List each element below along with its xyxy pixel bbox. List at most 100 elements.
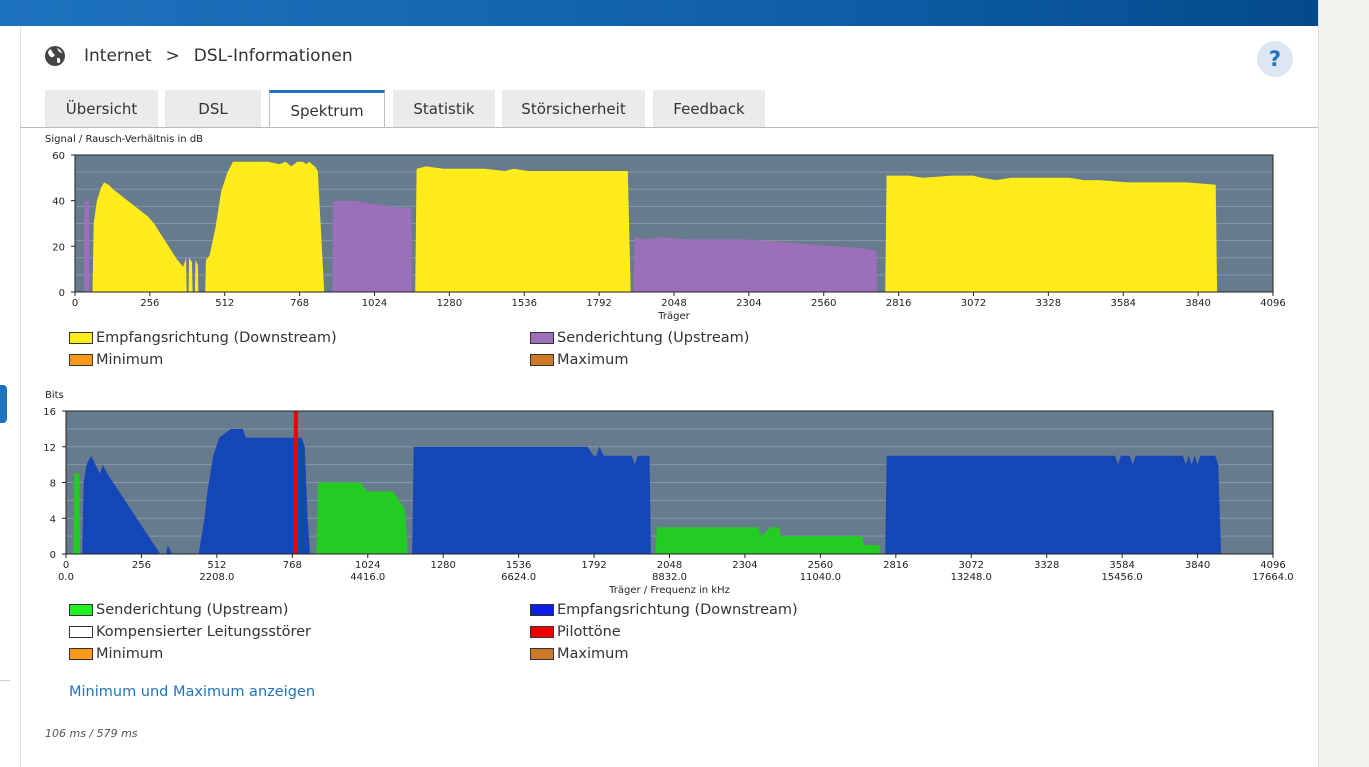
legend-label: Minimum	[96, 352, 164, 368]
timing-text: 106 ms / 579 ms	[45, 727, 138, 740]
legend-bits-compensated: Kompensierter Leitungsstörer	[69, 624, 311, 640]
series-area	[655, 527, 881, 554]
breadcrumb: Internet > DSL-Informationen	[44, 45, 353, 67]
tab-uebersicht[interactable]: Übersicht	[45, 90, 158, 127]
x-tick-label: 1536	[506, 560, 531, 571]
sidebar-active-marker[interactable]	[0, 385, 7, 423]
x-tick-label: 0	[63, 560, 69, 571]
breadcrumb-internet[interactable]: Internet	[84, 46, 152, 66]
x-tick-label: 1024	[362, 298, 387, 309]
legend-swatch	[530, 332, 554, 344]
series-area	[412, 446, 651, 554]
help-button[interactable]: ?	[1257, 41, 1293, 77]
x-tick-label: 3840	[1185, 560, 1210, 571]
x-tick-label: 512	[207, 560, 226, 571]
series-area	[83, 200, 90, 292]
x-tick-label: 4096	[1260, 298, 1285, 309]
x-axis-label: Träger	[657, 311, 690, 322]
x-tick-label: 2304	[736, 298, 761, 309]
breadcrumb-separator: >	[165, 46, 180, 66]
x-tick-label: 1536	[512, 298, 537, 309]
y-tick-label: 0	[50, 550, 56, 561]
bits-chart-title: Bits	[45, 390, 64, 401]
tab-underline	[20, 127, 1318, 128]
legend-swatch	[69, 354, 93, 366]
series-area	[332, 200, 412, 292]
x-tick-label: 3584	[1109, 560, 1134, 571]
series-area	[885, 175, 1218, 292]
series-area	[633, 237, 877, 292]
x-tick-label: 3584	[1111, 298, 1136, 309]
series-area	[92, 161, 325, 292]
bits-chart: 0 4 8 12 16 0 256 512 768 1024 1280 1536 1792 2048 230…	[43, 407, 1293, 596]
x-tick-label: 256	[132, 560, 151, 571]
globe-icon	[44, 45, 66, 67]
x-tick-label: 0	[72, 298, 78, 309]
right-panel	[1318, 0, 1369, 767]
series-area	[82, 428, 310, 554]
series-area	[415, 166, 631, 292]
y-tick-label: 40	[52, 197, 65, 208]
legend-bits-maximum: Maximum	[530, 646, 628, 662]
legend-swatch	[530, 626, 554, 638]
x-tick-khz-label: 2208.0	[199, 572, 234, 583]
legend-label: Kompensierter Leitungsstörer	[96, 624, 311, 640]
x-axis-label: Träger / Frequenz in kHz	[608, 585, 730, 596]
x-tick-khz-label: 15456.0	[1101, 572, 1142, 583]
legend-label: Senderichtung (Upstream)	[557, 330, 750, 346]
show-min-max-link[interactable]: Minimum und Maximum anzeigen	[69, 684, 316, 700]
x-tick-label: 1280	[437, 298, 462, 309]
x-tick-khz-label: 0.0	[58, 572, 74, 583]
x-tick-label: 2816	[886, 298, 911, 309]
x-tick-khz-label: 11040.0	[800, 572, 841, 583]
page-title: DSL-Informationen	[193, 46, 353, 66]
x-tick-label: 3840	[1185, 298, 1210, 309]
legend-snr-minimum: Minimum	[69, 352, 163, 368]
tab-stoersicherheit[interactable]: Störsicherheit	[502, 90, 645, 127]
x-tick-khz-label: 6624.0	[501, 572, 536, 583]
legend-label: Pilottöne	[557, 624, 621, 640]
legend-bits-minimum: Minimum	[69, 646, 163, 662]
x-tick-label: 3072	[959, 560, 984, 571]
snr-chart: 0 20 40 60 0 256 512 768 1024 1280 1536 1792 2048 230…	[52, 151, 1285, 322]
x-tick-label: 1792	[586, 298, 611, 309]
legend-bits-upstream: Senderichtung (Upstream)	[69, 602, 288, 618]
tab-dsl[interactable]: DSL	[165, 90, 261, 127]
y-tick-label: 4	[50, 514, 56, 525]
legend-swatch	[530, 604, 554, 616]
legend-bits-pilot: Pilottöne	[530, 624, 621, 640]
help-icon: ?	[1268, 47, 1282, 71]
x-tick-label: 2560	[808, 560, 833, 571]
legend-swatch	[69, 648, 93, 660]
legend-label: Senderichtung (Upstream)	[96, 602, 289, 618]
x-tick-label: 2816	[883, 560, 908, 571]
tab-feedback[interactable]: Feedback	[653, 90, 765, 127]
x-tick-label: 768	[290, 298, 309, 309]
tab-spektrum[interactable]: Spektrum	[269, 90, 385, 128]
legend-swatch	[69, 604, 93, 616]
x-tick-label: 1280	[430, 560, 455, 571]
x-tick-khz-label: 8832.0	[652, 572, 687, 583]
legend-label: Empfangsrichtung (Downstream)	[96, 330, 337, 346]
x-tick-khz-label: 4416.0	[350, 572, 385, 583]
legend-label: Empfangsrichtung (Downstream)	[557, 602, 798, 618]
y-tick-label: 20	[52, 242, 65, 253]
legend-bits-downstream: Empfangsrichtung (Downstream)	[530, 602, 798, 618]
x-tick-label: 4096	[1260, 560, 1285, 571]
series-area	[885, 455, 1222, 554]
legend-swatch	[69, 626, 93, 638]
y-tick-label: 8	[50, 479, 56, 490]
top-bar	[0, 0, 1318, 26]
x-tick-khz-label: 13248.0	[951, 572, 992, 583]
tab-statistik[interactable]: Statistik	[393, 90, 495, 127]
legend-swatch	[69, 332, 93, 344]
x-tick-label: 3072	[961, 298, 986, 309]
legend-snr-upstream: Senderichtung (Upstream)	[530, 330, 749, 346]
legend-label: Maximum	[557, 352, 629, 368]
x-tick-label: 3328	[1036, 298, 1061, 309]
legend-snr-maximum: Maximum	[530, 352, 628, 368]
legend-swatch	[530, 648, 554, 660]
x-tick-label: 2560	[811, 298, 836, 309]
legend-label: Minimum	[96, 646, 164, 662]
x-tick-label: 2048	[661, 298, 686, 309]
